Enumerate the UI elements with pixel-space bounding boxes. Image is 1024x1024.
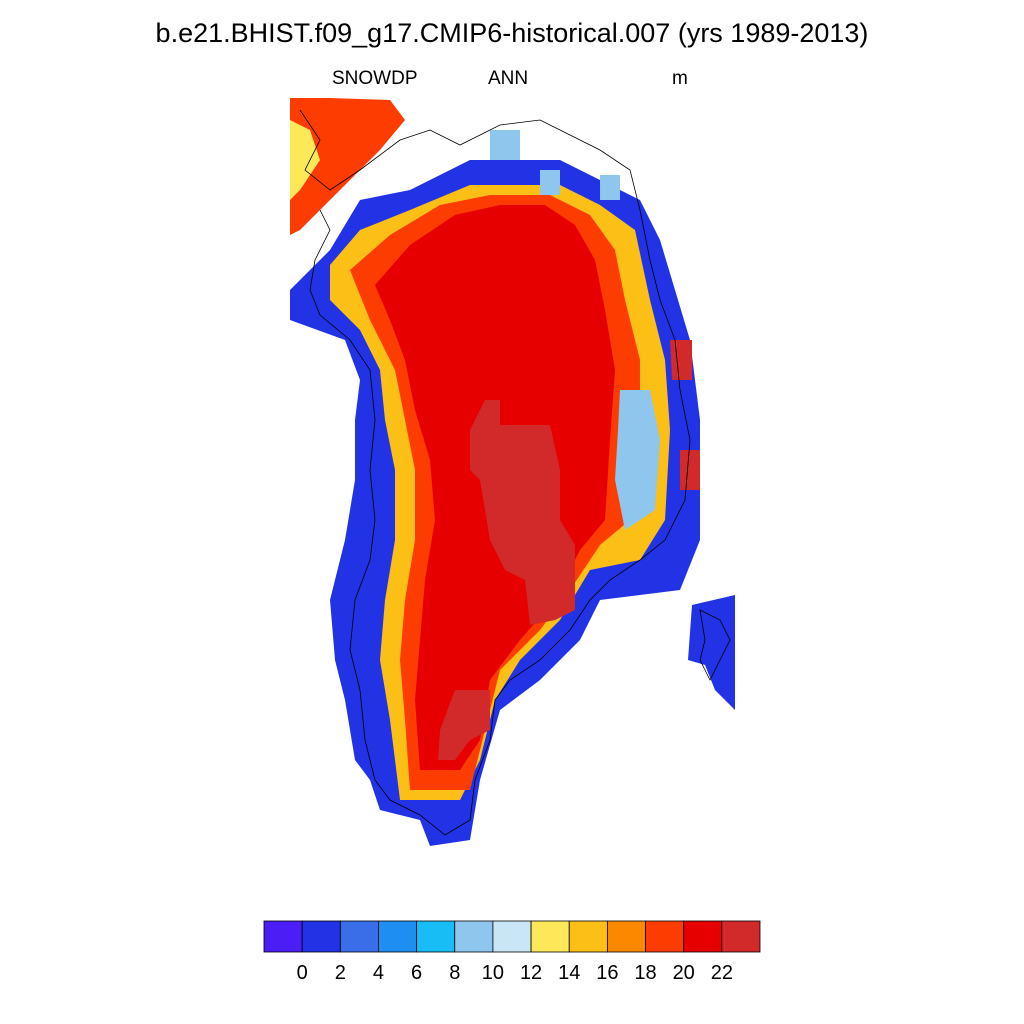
colorbar-tick-label: 20 [672, 962, 695, 984]
colorbar-swatch [606, 920, 646, 953]
colorbar-swatch [721, 920, 761, 953]
map-region-east-red [670, 340, 700, 490]
colorbar-swatch [683, 920, 723, 953]
period-label: ANN [488, 68, 529, 89]
colorbar-tick-label: 0 [296, 962, 308, 984]
island-coastline [699, 609, 731, 681]
variable-label: SNOWDP [332, 68, 418, 89]
colorbar-swatch [416, 920, 456, 953]
colorbar-tick-label: 10 [481, 962, 505, 984]
coastline [299, 109, 691, 836]
map-region-northwest-yellow [290, 120, 320, 200]
colorbar-tick-label: 22 [710, 962, 733, 984]
colorbar-swatch [530, 920, 570, 953]
units-label: m [672, 68, 688, 89]
colorbar-tick-label: 6 [411, 962, 423, 984]
colorbar-swatch [339, 920, 379, 953]
colorbar-tick-label: 2 [334, 962, 346, 984]
colorbar-swatch [645, 920, 685, 953]
map-region-east-island [688, 595, 735, 710]
colorbar-swatch [568, 920, 608, 953]
colorbar-tick-label: 8 [449, 962, 461, 984]
colorbar-swatch [301, 920, 341, 953]
map-region-max-south [438, 690, 490, 760]
map-region-max [470, 400, 575, 625]
colorbar-swatch [263, 920, 303, 953]
colorbar-tick-label: 4 [372, 962, 385, 984]
plot-title: b.e21.BHIST.f09_g17.CMIP6-historical.007… [155, 18, 869, 48]
colorbar-tick-label: 12 [519, 962, 543, 984]
map-region-east-coast [615, 390, 660, 530]
colorbar-tick-label: 16 [596, 962, 619, 984]
colorbar-swatch [454, 920, 494, 953]
colorbar-tick-label: 14 [558, 962, 581, 984]
colorbar-tick-label: 18 [634, 962, 657, 984]
colorbar-swatch [378, 920, 418, 953]
colorbar-swatch [492, 920, 532, 953]
map-region-northwest [290, 98, 405, 235]
map-region-north-rim [490, 130, 620, 200]
